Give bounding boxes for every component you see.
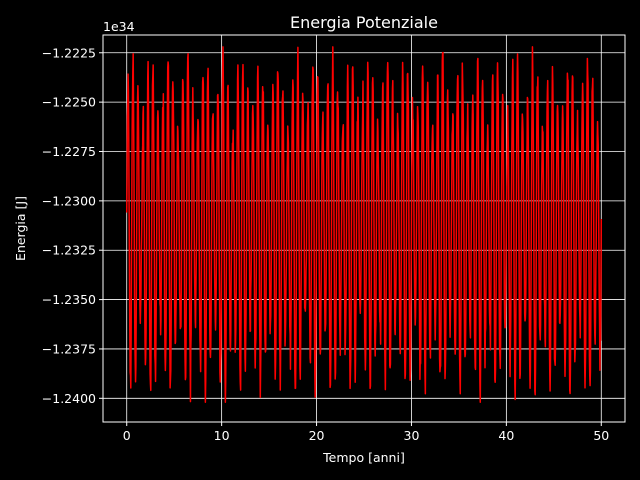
y-tick-label: −1.2400 — [42, 391, 96, 406]
series-line — [125, 46, 603, 404]
y-tick-label: −1.2250 — [42, 95, 96, 110]
ticks: 0 10 20 30 40 50 −1.2225 −1.2250 −1.2275 −1.2300 −… — [42, 45, 609, 443]
axes-frame — [102, 34, 626, 423]
y-tick-label: −1.2275 — [42, 144, 96, 159]
x-tick-label: 30 — [404, 428, 420, 443]
x-tick-label: 20 — [309, 428, 325, 443]
x-tick-label: 0 — [123, 428, 131, 443]
y-tick-label: −1.2325 — [42, 243, 96, 258]
x-tick-label: 40 — [498, 428, 514, 443]
y-axis-label: Energia [J] — [13, 196, 28, 261]
y-tick-label: −1.2350 — [42, 292, 96, 307]
x-axis-label: Tempo [anni] — [322, 450, 405, 465]
chart-title: Energia Potenziale — [290, 13, 438, 32]
y-tick-label: −1.2375 — [42, 341, 96, 356]
x-tick-label: 10 — [214, 428, 230, 443]
y-offset-text: 1e34 — [103, 19, 135, 34]
x-tick-label: 50 — [593, 428, 609, 443]
y-tick-label: −1.2300 — [42, 193, 96, 208]
y-tick-label: −1.2225 — [42, 45, 96, 60]
series-group — [125, 46, 603, 404]
